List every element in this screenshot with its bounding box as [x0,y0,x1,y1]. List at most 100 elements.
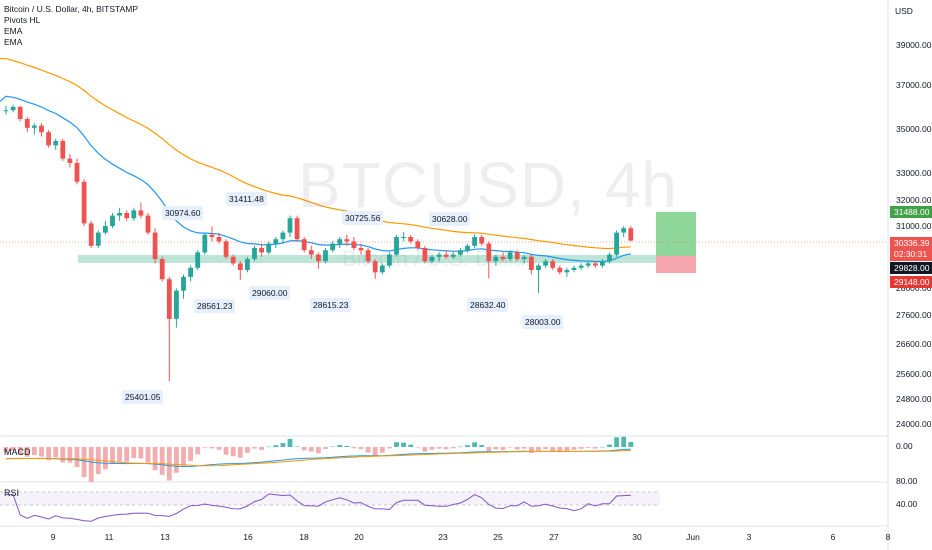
candle-body [188,267,193,277]
macd-histogram-bar [117,447,122,462]
rsi-tick: 40.00 [896,499,918,509]
candle-body [230,256,236,264]
rsi-tick: 80.00 [896,476,918,486]
macd-histogram-bar [592,447,598,449]
candle-body [550,261,556,268]
candle-body [493,256,499,262]
candle-body [110,215,115,226]
time-tick: 25 [493,532,503,542]
macd-histogram-bar [436,447,442,449]
candle-body [422,248,428,262]
indicator-ema-1[interactable]: EMA [4,26,23,36]
rsi-band [0,492,660,505]
macd-histogram-bar [181,447,186,466]
macd-histogram-bar [124,447,130,462]
macd-histogram-bar [138,447,144,459]
price-tick: 35000.00 [896,124,932,134]
macd-histogram-bar [103,447,108,470]
macd-histogram-bar [521,447,527,449]
candle-body [585,263,591,266]
candle-body [607,254,612,262]
candle-body [252,248,257,259]
candle-body [202,234,208,253]
candle-body [131,210,137,219]
macd-histogram-bar [379,447,385,453]
candle-body [472,237,477,246]
time-tick: 27 [549,532,559,542]
candle-body [103,226,108,233]
macd-pane-label[interactable]: MACD [4,447,31,457]
candle-body [223,241,229,257]
entry-price-badge: 29828.00 [890,262,932,274]
candle-body [152,232,158,259]
candle-body [280,232,286,240]
candle-body [365,250,371,262]
candle-body [330,243,335,251]
macd-histogram-bar [131,447,137,459]
candle-body [401,237,406,238]
macd-histogram-bar [237,447,243,458]
candle-body [32,125,37,128]
macd-histogram-bar [330,446,335,447]
macd-histogram-bar [372,447,378,456]
macd-histogram-bar [3,447,9,453]
indicator-ema-2[interactable]: EMA [4,37,23,47]
price-tick: 25600.00 [896,369,932,379]
macd-tick: 0.00 [896,441,913,451]
pivot-low-label: 28003.00 [522,315,564,329]
symbol-watermark: BTCUSD, 4h [298,149,678,221]
candle-body [621,228,627,233]
macd-histogram-bar [344,445,350,447]
candle-body [166,279,172,319]
candle-body [443,254,449,257]
macd-histogram-bar [202,447,208,448]
macd-histogram-bar [308,447,314,452]
candle-body [174,290,179,319]
time-tick: 23 [438,532,448,542]
rsi-pane-label[interactable]: RSI [4,488,20,498]
macd-histogram-bar [323,447,328,449]
candle-body [592,263,598,266]
candle-body [81,181,87,224]
time-tick: 20 [354,532,364,542]
time-tick: 8 [885,532,891,542]
macd-histogram-bar [316,447,321,454]
bar-countdown: 02:30:31 [894,249,928,259]
candle-body [287,218,293,233]
macd-histogram-bar [621,436,627,447]
symbol-watermark-subtitle: Bitcoin / U.S. Dollar [342,246,533,271]
macd-histogram-bar [600,446,605,448]
macd-histogram-bar [472,442,477,447]
candle-body [95,232,101,246]
macd-histogram-bar [550,447,556,452]
indicator-pivots[interactable]: Pivots HL [4,15,41,25]
macd-histogram-bar [450,447,456,449]
price-tick: 39000.00 [896,40,932,50]
macd-histogram-bar [24,447,30,457]
price-tick: 37000.00 [896,80,932,90]
candle-body [358,248,364,251]
ema-fast-line [0,95,631,263]
macd-histogram-bar [294,446,300,447]
candle-body [500,256,506,259]
pivot-low-label: 28632.40 [467,298,509,312]
macd-histogram-bar [159,447,165,475]
macd-histogram-bar [287,438,293,447]
macd-histogram-bar [507,447,513,448]
candle-body [465,245,470,251]
candle-body [486,243,492,262]
pivot-low-label: 29060.00 [249,286,291,300]
macd-histogram-bar [514,447,520,450]
time-tick: 11 [104,532,114,542]
pivot-low-label: 28561.23 [194,299,236,313]
symbol-legend[interactable]: Bitcoin / U.S. Dollar, 4h, BITSTAMP Pivo… [4,4,138,48]
candle-body [245,259,250,270]
macd-histogram-bar [74,447,80,468]
currency-label: USD [895,6,913,16]
candle-body [195,252,201,268]
candle-body [3,110,9,112]
candle-body [10,106,16,111]
candle-body [308,250,314,255]
macd-histogram-bar [578,447,584,449]
